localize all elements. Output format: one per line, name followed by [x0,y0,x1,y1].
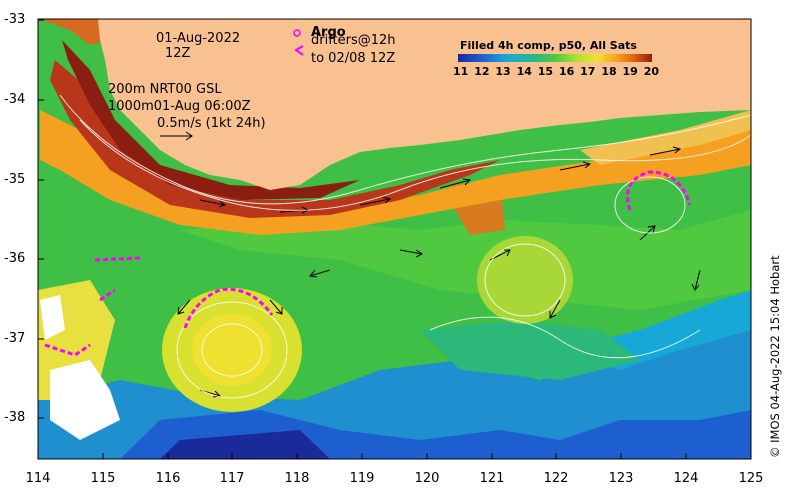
argo-line1: drifters@12h [311,33,396,48]
velocity-scale-arrow [160,131,193,141]
x-tick-label: 115 [90,471,116,486]
x-tick-label: 119 [349,471,375,486]
colorbar-tick: 19 [622,65,638,78]
model-depth-2: 1000m01-Aug 06:00Z [108,99,251,114]
x-tick-label: 123 [608,471,634,486]
y-tick-label: -38 [4,410,26,425]
x-tick-label: 120 [414,471,440,486]
colorbar-title: Filled 4h comp, p50, All Sats [460,39,637,52]
credit-label: © IMOS 04-Aug-2022 15:04 Hobart [768,255,782,458]
y-tick-label: -35 [4,172,26,187]
x-tick-label: 121 [479,471,505,486]
colorbar-tick: 16 [558,65,575,78]
y-tick-label: -36 [4,251,26,266]
colorbar-tick: 18 [601,65,617,78]
x-tick-label: 125 [738,471,764,486]
y-tick-label: -37 [4,331,26,346]
argo-drifter-tracks [44,170,692,357]
colorbar-tick: 11 [453,65,469,78]
y-tick-label: -34 [4,92,26,107]
colorbar-tick: 15 [537,65,554,78]
colorbar-tick: 14 [516,65,532,78]
y-tick-label: -33 [4,12,26,27]
argo-float-icon [293,29,301,37]
sst-field [38,19,751,459]
colorbar-tick: 17 [580,65,596,78]
colorbar-ticks: 11 12 13 14 15 16 17 18 19 20 [453,65,659,78]
x-tick-label: 117 [219,471,245,486]
colorbar-tick: 12 [474,65,490,78]
plot-frame [37,18,752,460]
tick-marks [37,19,752,459]
colorbar-tick: 20 [643,65,659,78]
x-tick-label: 124 [673,471,699,486]
date-label: 01-Aug-2022 [156,31,241,46]
x-tick-label: 114 [25,471,51,486]
colorbar [458,54,652,62]
argo-line2: to 02/08 12Z [311,51,396,66]
x-tick-label: 122 [543,471,569,486]
hour-label: 12Z [165,46,191,61]
model-depth-1: 200m NRT00 GSL [108,82,222,97]
velocity-scale-label: 0.5m/s (1kt 24h) [157,116,266,131]
drifter-track-icon [294,45,304,56]
x-tick-label: 116 [155,471,181,486]
streamlines [59,94,752,399]
colorbar-tick: 13 [495,65,511,78]
argo-title: Argo [311,25,346,40]
x-tick-label: 118 [284,471,310,486]
